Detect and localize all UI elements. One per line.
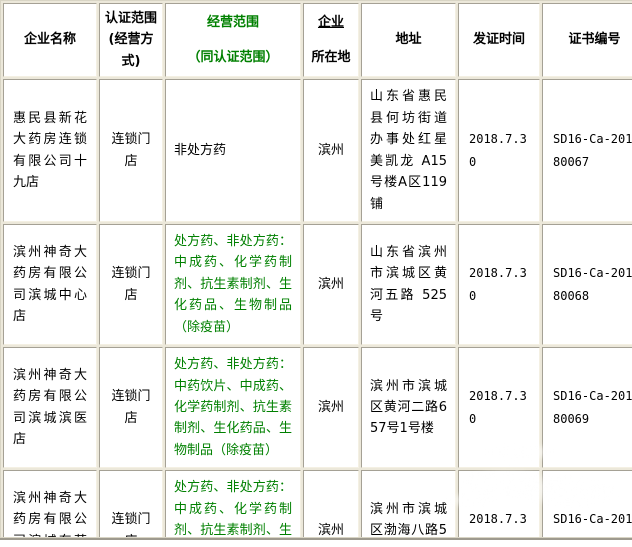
table-row: 滨州神奇大药房有限公司滨城中心店 连锁门店 处方药、非处方药：中成药、化学药制剂… xyxy=(3,223,632,346)
header-row: 企业名称 认证范围(经营方式) 经营范围 （同认证范围） 企业 所在地 地址 发… xyxy=(3,3,632,78)
cell-company-name: 滨州神奇大药房有限公司滨城东苑小区店 xyxy=(3,470,97,547)
cell-biz-scope: 处方药、非处方药：中成药、化学药制剂、抗生素制剂、生化药品、生物制品（除疫苗） xyxy=(165,470,301,547)
col-header-location-line2: 所在地 xyxy=(311,50,351,66)
cell-issue-date: 2018.7.30 xyxy=(458,223,540,346)
cell-issue-date: 2018.7.30 xyxy=(458,79,540,222)
col-header-biz-scope: 经营范围 （同认证范围） xyxy=(165,3,301,78)
cell-cert-scope: 连锁门店 xyxy=(99,347,163,469)
cell-issue-date: 2018.7.30 xyxy=(458,470,540,547)
cell-cert-scope: 连锁门店 xyxy=(99,223,163,346)
cell-biz-scope: 处方药、非处方药：中成药、化学药制剂、抗生素制剂、生化药品、生物制品（除疫苗） xyxy=(165,223,301,346)
cell-address: 山东省滨州市滨城区黄河五路 525号 xyxy=(361,223,456,346)
col-header-issue-date-label: 发证时间 xyxy=(472,32,525,48)
col-header-location-line1: 企业 xyxy=(317,14,344,30)
col-header-address: 地址 xyxy=(361,3,456,78)
cell-company-name: 滨州神奇大药房有限公司滨城中心店 xyxy=(3,223,97,346)
cell-address: 滨州市滨城区黄河二路657号1号楼 xyxy=(361,347,456,469)
table-row: 滨州神奇大药房有限公司滨城滨医店 连锁门店 处方药、非处方药：中药饮片、中成药、… xyxy=(3,347,632,469)
cell-biz-scope: 处方药、非处方药：中药饮片、中成药、化学药制剂、抗生素制剂、生化药品、生物制品（… xyxy=(165,347,301,469)
col-header-biz-scope-line2: （同认证范围） xyxy=(187,50,279,66)
cell-cert-scope: 连锁门店 xyxy=(99,79,163,222)
cell-location: 滨州 xyxy=(303,223,359,346)
cell-address: 山东省惠民县何坊街道办事处红星美凯龙 A15号楼A区119铺 xyxy=(361,79,456,222)
cell-company-name: 滨州神奇大药房有限公司滨城滨医店 xyxy=(3,347,97,469)
cell-location: 滨州 xyxy=(303,470,359,547)
cell-location: 滨州 xyxy=(303,347,359,469)
cell-cert-no: SD16-Ca-20180069 xyxy=(542,347,632,469)
table-row: 惠民县新花大药房连锁有限公司十九店 连锁门店 非处方药 滨州 山东省惠民县何坊街… xyxy=(3,79,632,222)
col-header-cert-scope: 认证范围(经营方式) xyxy=(99,3,163,78)
cell-cert-no: SD16-Ca-20180068 xyxy=(542,223,632,346)
col-header-cert-no: 证书编号 xyxy=(542,3,632,78)
cell-issue-date: 2018.7.30 xyxy=(458,347,540,469)
col-header-biz-scope-line1: 经营范围 xyxy=(206,14,259,30)
col-header-company-name: 企业名称 xyxy=(3,3,97,78)
cell-cert-no: SD16-Ca-20180067 xyxy=(542,79,632,222)
col-header-issue-date: 发证时间 xyxy=(458,3,540,78)
col-header-address-label: 地址 xyxy=(395,32,422,48)
table-row: 滨州神奇大药房有限公司滨城东苑小区店 连锁门店 处方药、非处方药：中成药、化学药… xyxy=(3,470,632,547)
table-bottom-edge xyxy=(0,538,632,547)
cell-address: 滨州市滨城区渤海八路518号 xyxy=(361,470,456,547)
col-header-location: 企业 所在地 xyxy=(303,3,359,78)
cell-biz-scope: 非处方药 xyxy=(165,79,301,222)
col-header-cert-no-label: 证书编号 xyxy=(568,32,621,48)
cell-company-name: 惠民县新花大药房连锁有限公司十九店 xyxy=(3,79,97,222)
col-header-cert-scope-label: 认证范围(经营方式) xyxy=(104,11,157,69)
cell-location: 滨州 xyxy=(303,79,359,222)
col-header-company-name-label: 企业名称 xyxy=(23,32,76,48)
cell-cert-scope: 连锁门店 xyxy=(99,470,163,547)
cell-cert-no: SD16-Ca-20180070 xyxy=(542,470,632,547)
